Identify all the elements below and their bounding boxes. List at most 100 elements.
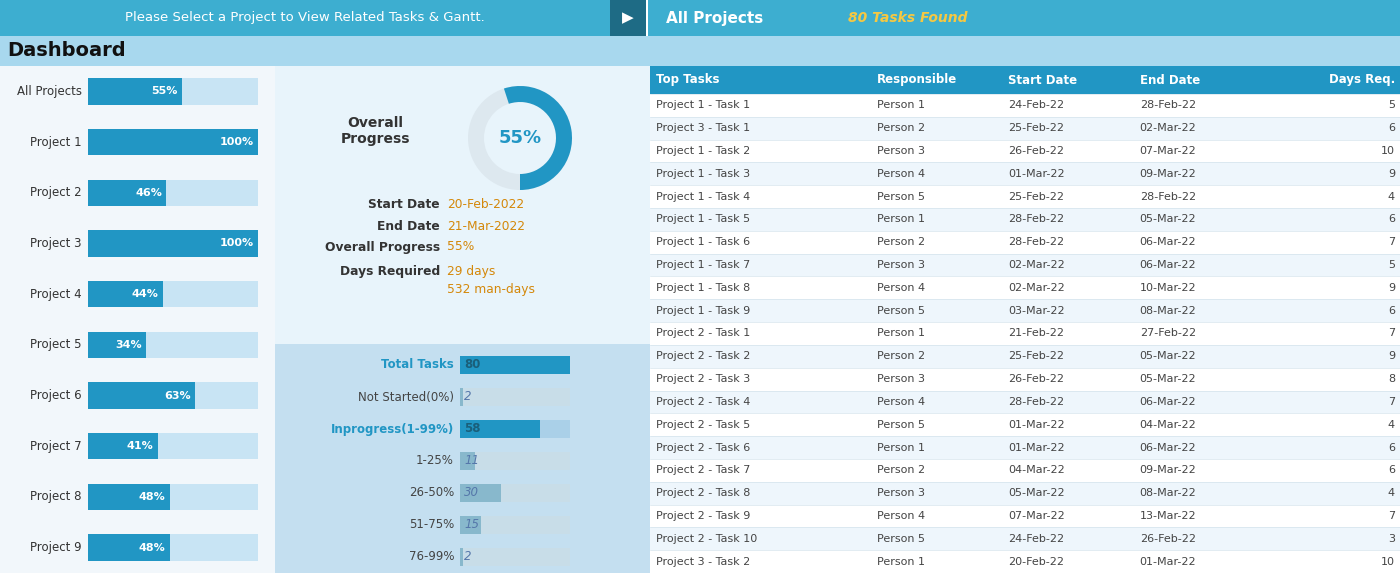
Text: Project 1 - Task 4: Project 1 - Task 4 xyxy=(657,191,750,202)
FancyBboxPatch shape xyxy=(461,388,463,406)
Text: 09-Mar-22: 09-Mar-22 xyxy=(1140,465,1197,476)
Text: Person 1: Person 1 xyxy=(878,100,925,111)
Text: 46%: 46% xyxy=(136,188,162,198)
Text: Project 9: Project 9 xyxy=(31,541,83,554)
FancyBboxPatch shape xyxy=(461,452,475,470)
Wedge shape xyxy=(468,86,573,190)
FancyBboxPatch shape xyxy=(88,484,169,510)
FancyBboxPatch shape xyxy=(650,436,1400,459)
Text: Project 6: Project 6 xyxy=(31,389,83,402)
Text: 6: 6 xyxy=(1387,214,1394,225)
Text: 4: 4 xyxy=(1387,191,1394,202)
FancyBboxPatch shape xyxy=(88,179,258,206)
Text: Overall Progress: Overall Progress xyxy=(325,241,440,253)
Text: 28-Feb-22: 28-Feb-22 xyxy=(1140,191,1196,202)
FancyBboxPatch shape xyxy=(461,388,570,406)
Text: Person 1: Person 1 xyxy=(878,442,925,453)
FancyBboxPatch shape xyxy=(0,36,1400,66)
Text: 03-Mar-22: 03-Mar-22 xyxy=(1008,305,1065,316)
Text: 28-Feb-22: 28-Feb-22 xyxy=(1008,214,1064,225)
Text: 10: 10 xyxy=(1380,146,1394,156)
Text: Person 2: Person 2 xyxy=(878,465,925,476)
Text: Project 2: Project 2 xyxy=(31,186,83,199)
FancyBboxPatch shape xyxy=(650,94,1400,117)
Text: 26-Feb-22: 26-Feb-22 xyxy=(1140,534,1196,544)
FancyBboxPatch shape xyxy=(88,129,258,155)
FancyBboxPatch shape xyxy=(88,382,258,409)
Text: Person 5: Person 5 xyxy=(878,534,925,544)
Text: Person 3: Person 3 xyxy=(878,260,925,270)
Text: 05-Mar-22: 05-Mar-22 xyxy=(1140,374,1197,384)
Text: 24-Feb-22: 24-Feb-22 xyxy=(1008,534,1064,544)
Text: 6: 6 xyxy=(1387,305,1394,316)
Text: 55%: 55% xyxy=(151,87,178,96)
Text: 28-Feb-22: 28-Feb-22 xyxy=(1140,100,1196,111)
FancyBboxPatch shape xyxy=(650,277,1400,299)
Text: Person 4: Person 4 xyxy=(878,283,925,293)
FancyBboxPatch shape xyxy=(88,332,146,358)
Text: 07-Mar-22: 07-Mar-22 xyxy=(1140,146,1197,156)
FancyBboxPatch shape xyxy=(650,208,1400,231)
Text: 15: 15 xyxy=(463,519,479,532)
Text: Not Started(0%): Not Started(0%) xyxy=(358,391,454,403)
FancyBboxPatch shape xyxy=(88,535,258,561)
Text: Project 2 - Task 9: Project 2 - Task 9 xyxy=(657,511,750,521)
Text: 7: 7 xyxy=(1387,511,1394,521)
Text: 4: 4 xyxy=(1387,488,1394,498)
Text: 7: 7 xyxy=(1387,237,1394,248)
Text: 7: 7 xyxy=(1387,328,1394,339)
Text: 6: 6 xyxy=(1387,123,1394,133)
FancyBboxPatch shape xyxy=(461,516,570,534)
Text: Inprogress(1-99%): Inprogress(1-99%) xyxy=(330,422,454,435)
Text: 05-Mar-22: 05-Mar-22 xyxy=(1140,214,1197,225)
Text: Project 2 - Task 10: Project 2 - Task 10 xyxy=(657,534,757,544)
Text: Project 1 - Task 3: Project 1 - Task 3 xyxy=(657,169,750,179)
FancyBboxPatch shape xyxy=(88,433,158,460)
Text: All Projects: All Projects xyxy=(17,85,83,98)
Text: Responsible: Responsible xyxy=(878,73,958,87)
Text: 76-99%: 76-99% xyxy=(409,551,454,563)
Text: 01-Mar-22: 01-Mar-22 xyxy=(1008,420,1065,430)
Text: Person 5: Person 5 xyxy=(878,305,925,316)
FancyBboxPatch shape xyxy=(274,344,650,573)
Text: 6: 6 xyxy=(1387,442,1394,453)
Text: Please Select a Project to View Related Tasks & Gantt.: Please Select a Project to View Related … xyxy=(125,11,484,25)
Text: 28-Feb-22: 28-Feb-22 xyxy=(1008,237,1064,248)
Text: 9: 9 xyxy=(1387,283,1394,293)
Text: 55%: 55% xyxy=(447,241,475,253)
Text: 02-Mar-22: 02-Mar-22 xyxy=(1008,260,1065,270)
Text: Person 1: Person 1 xyxy=(878,328,925,339)
Text: Project 3 - Task 1: Project 3 - Task 1 xyxy=(657,123,750,133)
Text: 100%: 100% xyxy=(220,238,253,249)
Text: Project 1 - Task 6: Project 1 - Task 6 xyxy=(657,237,750,248)
Text: 01-Mar-22: 01-Mar-22 xyxy=(1008,442,1065,453)
Text: Start Date: Start Date xyxy=(368,198,440,211)
FancyBboxPatch shape xyxy=(650,505,1400,527)
Text: 80 Tasks Found: 80 Tasks Found xyxy=(848,11,967,25)
FancyBboxPatch shape xyxy=(650,391,1400,413)
Text: Project 7: Project 7 xyxy=(31,439,83,453)
Text: Project 3 - Task 2: Project 3 - Task 2 xyxy=(657,556,750,567)
Text: 24-Feb-22: 24-Feb-22 xyxy=(1008,100,1064,111)
FancyBboxPatch shape xyxy=(610,0,645,36)
FancyBboxPatch shape xyxy=(650,368,1400,391)
Text: Person 2: Person 2 xyxy=(878,351,925,362)
Text: Person 4: Person 4 xyxy=(878,397,925,407)
FancyBboxPatch shape xyxy=(88,281,162,307)
Text: Project 2 - Task 8: Project 2 - Task 8 xyxy=(657,488,750,498)
Text: Person 4: Person 4 xyxy=(878,511,925,521)
Text: 09-Mar-22: 09-Mar-22 xyxy=(1140,169,1197,179)
Text: 34%: 34% xyxy=(115,340,141,350)
FancyBboxPatch shape xyxy=(650,117,1400,140)
Text: 2: 2 xyxy=(463,391,472,403)
Text: ▶: ▶ xyxy=(622,10,634,26)
Text: 26-Feb-22: 26-Feb-22 xyxy=(1008,146,1064,156)
FancyBboxPatch shape xyxy=(461,548,570,566)
FancyBboxPatch shape xyxy=(650,459,1400,482)
FancyBboxPatch shape xyxy=(88,230,258,257)
Text: Person 2: Person 2 xyxy=(878,123,925,133)
FancyBboxPatch shape xyxy=(650,550,1400,573)
Text: 06-Mar-22: 06-Mar-22 xyxy=(1140,397,1197,407)
Text: Project 1 - Task 1: Project 1 - Task 1 xyxy=(657,100,750,111)
FancyBboxPatch shape xyxy=(650,185,1400,208)
